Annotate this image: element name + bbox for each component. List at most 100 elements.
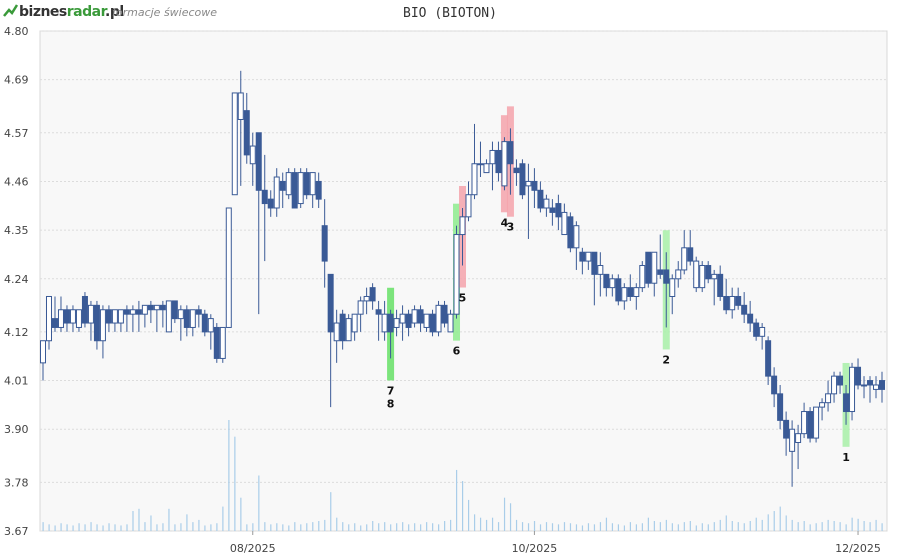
volume-bar bbox=[671, 523, 673, 531]
candle-body bbox=[609, 278, 616, 289]
volume-bar bbox=[803, 521, 805, 531]
volume-bar bbox=[180, 523, 182, 531]
volume-bar bbox=[503, 497, 506, 531]
candle-body bbox=[789, 428, 796, 452]
volume-bar bbox=[348, 524, 350, 531]
candle-body bbox=[273, 176, 280, 209]
volume-bar bbox=[372, 521, 374, 531]
candle-body bbox=[561, 211, 568, 236]
candle-body bbox=[801, 411, 808, 435]
subtitle: formacje świecowe bbox=[112, 6, 217, 19]
candle-body bbox=[141, 304, 148, 315]
volume-bar bbox=[414, 523, 416, 531]
candle-body bbox=[123, 309, 130, 315]
volume-bar bbox=[72, 525, 74, 531]
volume-bar bbox=[54, 525, 56, 531]
volume-bar bbox=[833, 521, 835, 531]
candle-body bbox=[705, 265, 712, 280]
volume-bar bbox=[881, 523, 883, 531]
candle-body bbox=[369, 287, 376, 302]
volume-bar bbox=[569, 523, 572, 531]
x-tick-label: 10/2025 bbox=[512, 542, 558, 555]
candle-body bbox=[783, 419, 790, 439]
volume-bar bbox=[300, 524, 302, 531]
volume-bar bbox=[539, 524, 542, 531]
candle-body bbox=[747, 313, 754, 324]
volume-bar bbox=[120, 525, 122, 531]
candle-body bbox=[639, 265, 646, 289]
volume-bar bbox=[701, 523, 703, 531]
volume-bar bbox=[228, 420, 230, 531]
volume-bar bbox=[479, 517, 482, 531]
candle-body bbox=[207, 318, 214, 333]
pattern-label: 2 bbox=[662, 353, 670, 366]
candle-body bbox=[345, 318, 352, 342]
candle-body bbox=[135, 309, 142, 315]
logo-icon bbox=[3, 4, 19, 17]
volume-bar bbox=[587, 523, 590, 531]
volume-bar bbox=[869, 522, 871, 531]
candle-body bbox=[855, 366, 862, 386]
volume-bar bbox=[521, 522, 524, 531]
candle-body bbox=[531, 180, 538, 191]
candle-body bbox=[339, 313, 346, 342]
candle-body bbox=[459, 216, 466, 236]
candle-body bbox=[381, 313, 388, 333]
candle-body bbox=[87, 304, 94, 324]
pattern-label: 5 bbox=[459, 292, 467, 305]
volume-bar bbox=[725, 515, 727, 531]
candle-body bbox=[177, 309, 184, 320]
volume-bar bbox=[851, 517, 853, 531]
candle-body bbox=[825, 393, 832, 404]
candle-body bbox=[813, 406, 820, 439]
volume-bar bbox=[647, 517, 649, 531]
candle-body bbox=[147, 304, 154, 311]
candle-body bbox=[483, 163, 490, 174]
y-tick-label: 3.78 bbox=[4, 476, 29, 489]
volume-bar bbox=[545, 522, 548, 531]
candle-body bbox=[405, 313, 412, 328]
candle-body bbox=[681, 247, 688, 271]
volume-bar bbox=[605, 517, 608, 531]
volume-bar bbox=[719, 519, 721, 531]
volume-bar bbox=[785, 515, 787, 531]
candle-body bbox=[663, 269, 670, 284]
logo-part: radar bbox=[67, 4, 108, 20]
volume-bar bbox=[258, 475, 260, 531]
volume-bar bbox=[378, 523, 380, 531]
volume-bar bbox=[210, 524, 212, 531]
candle-body bbox=[267, 198, 274, 209]
candle-body bbox=[687, 247, 694, 262]
candle-body bbox=[351, 313, 358, 333]
volume-bar bbox=[779, 506, 781, 531]
candle-body bbox=[807, 411, 814, 439]
candle-body bbox=[453, 234, 460, 315]
volume-bar bbox=[827, 519, 829, 531]
candle-body bbox=[40, 340, 46, 364]
volume-bar bbox=[276, 523, 278, 531]
candle-body bbox=[285, 172, 292, 196]
volume-bar bbox=[282, 524, 284, 531]
volume-bar bbox=[821, 522, 823, 531]
candle-body bbox=[849, 366, 856, 413]
candle-body bbox=[309, 172, 316, 196]
volume-bar bbox=[755, 517, 757, 531]
volume-bar bbox=[342, 522, 344, 531]
logo-part: biznes bbox=[19, 4, 67, 20]
volume-bar bbox=[246, 524, 248, 531]
volume-bar bbox=[96, 524, 98, 531]
candle-body bbox=[675, 269, 682, 280]
candle-body bbox=[567, 216, 574, 249]
volume-bar bbox=[707, 524, 709, 531]
candle-body bbox=[489, 149, 496, 165]
pattern-label: 1 bbox=[842, 451, 850, 464]
candle-body bbox=[93, 304, 100, 342]
candle-body bbox=[393, 318, 400, 328]
volume-bar bbox=[713, 522, 715, 531]
candle-body bbox=[153, 304, 160, 311]
candle-body bbox=[117, 309, 124, 324]
candle-body bbox=[303, 172, 310, 196]
pattern-label: 3 bbox=[507, 221, 515, 234]
candle-body bbox=[423, 313, 430, 328]
volume-bar bbox=[336, 517, 338, 531]
